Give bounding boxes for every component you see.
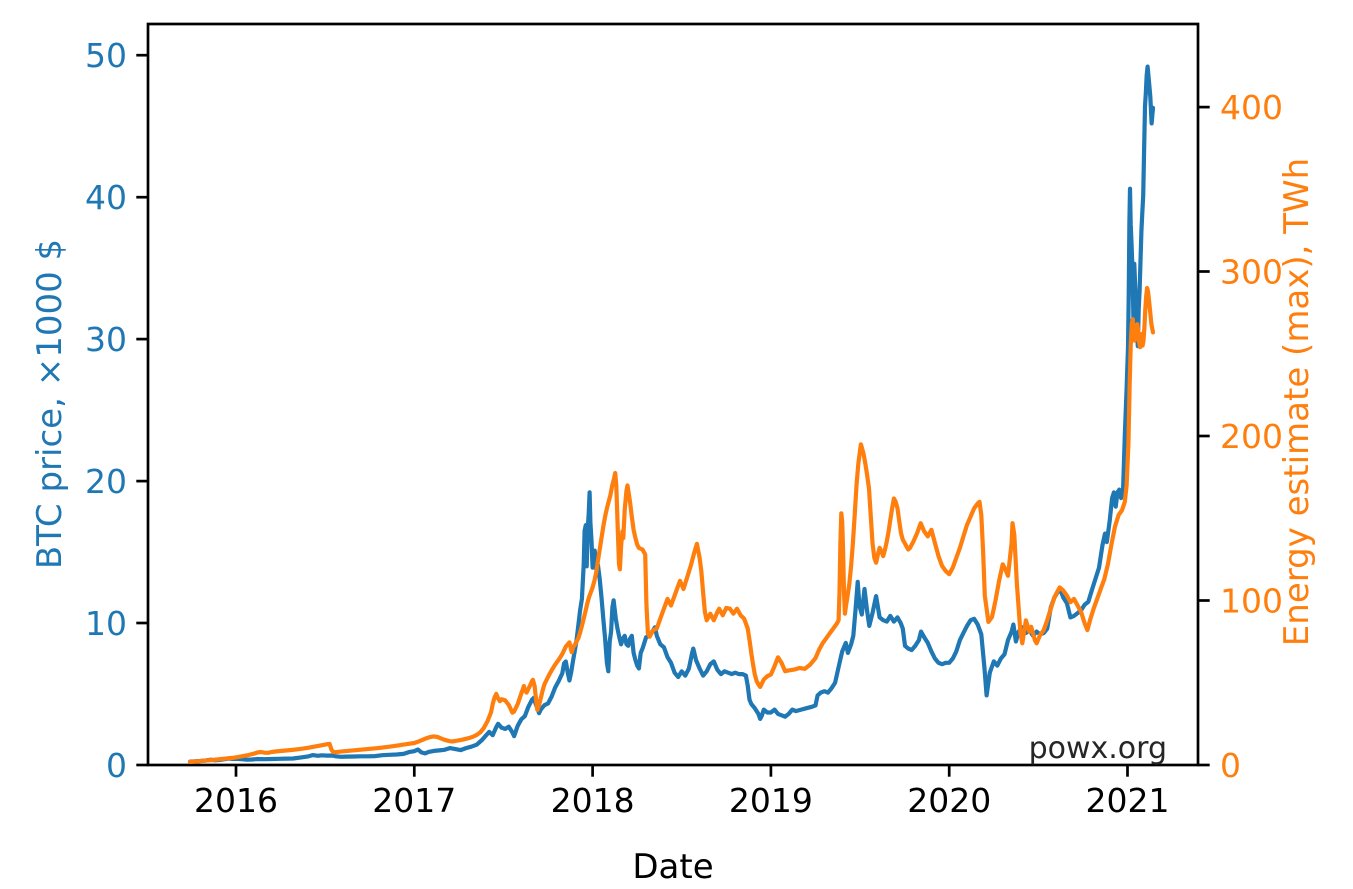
- y-right-tick-label: 200: [1220, 417, 1283, 456]
- y-axis-right-label: Energy estimate (max), TWh: [1277, 157, 1317, 647]
- plot-frame: [146, 22, 1200, 767]
- x-axis-label: Date: [632, 847, 714, 887]
- y-left-tick-label: 10: [85, 604, 127, 643]
- x-tick-label: 2020: [907, 781, 991, 820]
- x-tick-label: 2021: [1086, 781, 1170, 820]
- y-right-tick-label: 100: [1220, 582, 1283, 621]
- y-right-tick-label: 0: [1220, 746, 1241, 785]
- y-left-tick-label: 40: [85, 178, 127, 217]
- y-right-tick-label: 400: [1220, 88, 1283, 127]
- y-axis-left-label: BTC price, ×1000 $: [30, 238, 70, 570]
- x-tick-label: 2016: [194, 781, 278, 820]
- x-tick-label: 2019: [729, 781, 813, 820]
- energy-estimate-line: [187, 285, 1156, 765]
- y-left-tick-label: 20: [85, 462, 127, 501]
- x-tick-label: 2017: [372, 781, 456, 820]
- btc-price-line: [187, 64, 1156, 764]
- y-right-tick-label: 300: [1220, 253, 1283, 292]
- y-left-tick-label: 50: [85, 36, 127, 75]
- y-left-tick-label: 30: [85, 320, 127, 359]
- watermark: powx.org: [1028, 731, 1167, 766]
- x-tick-label: 2018: [551, 781, 635, 820]
- y-left-tick-label: 0: [106, 746, 127, 785]
